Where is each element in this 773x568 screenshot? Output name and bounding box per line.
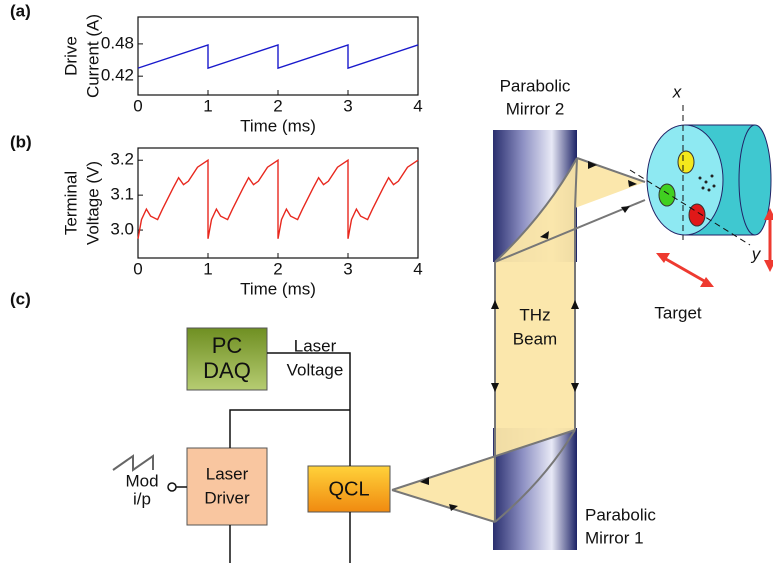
x-tick-label: 1 xyxy=(203,96,212,115)
mirror-label: Mirror 1 xyxy=(585,528,644,547)
axis-label: y xyxy=(751,244,762,263)
mirror-label: Mirror 2 xyxy=(506,99,565,118)
y-tick-label: 3.2 xyxy=(110,150,134,169)
mirror-label: Parabolic xyxy=(500,76,571,95)
data-line xyxy=(138,45,418,68)
x-tick-label: 1 xyxy=(203,259,212,278)
target-label: Target xyxy=(654,303,702,322)
mirror-label: Parabolic xyxy=(585,505,656,524)
y-tick-label: 3.0 xyxy=(110,220,134,239)
target-cylinder xyxy=(630,105,771,245)
x-tick-label: 0 xyxy=(133,259,142,278)
x-tick-label: 2 xyxy=(273,96,282,115)
mod-input xyxy=(168,483,176,491)
mod-label: Mod xyxy=(125,471,158,490)
panel-label: (a) xyxy=(10,1,31,20)
x-tick-label: 0 xyxy=(133,96,142,115)
x-tick-label: 3 xyxy=(343,259,352,278)
data-line xyxy=(138,160,418,239)
box-label: QCL xyxy=(328,478,369,500)
x-tick-label: 3 xyxy=(343,96,352,115)
laser-driver-box xyxy=(187,448,267,525)
y-tick-label: 0.42 xyxy=(101,66,134,85)
wire-label: Laser xyxy=(294,336,337,355)
wire-label: Voltage xyxy=(287,360,344,379)
y-axis-label: Current (A) xyxy=(83,14,102,98)
beam-label: THz xyxy=(519,305,550,324)
y-axis-label: Terminal xyxy=(61,171,80,235)
panel-label: (b) xyxy=(10,132,32,151)
box-label: DAQ xyxy=(203,358,251,383)
figure: (a) 0 1 2 3 4 0.42 0.48 Time (ms) DriveCurrent (A… xyxy=(0,0,773,563)
mod-label: i/p xyxy=(133,489,151,508)
beam-label: Beam xyxy=(513,329,557,348)
y-axis-label: Voltage (V) xyxy=(83,161,102,245)
x-axis-label: Time (ms) xyxy=(240,116,316,135)
panel-label: (c) xyxy=(10,289,31,308)
y-tick-label: 3.1 xyxy=(110,185,134,204)
y-tick-label: 0.48 xyxy=(101,33,134,52)
x-axis-label: Time (ms) xyxy=(240,279,316,298)
box-label: Driver xyxy=(204,488,250,507)
x-tick-label: 4 xyxy=(413,259,422,278)
box-label: PC xyxy=(212,333,243,358)
box-label: Laser xyxy=(206,464,249,483)
axis-label: x xyxy=(672,82,682,101)
x-tick-label: 2 xyxy=(273,259,282,278)
y-axis-label: Drive xyxy=(61,36,80,76)
x-tick-label: 4 xyxy=(413,96,422,115)
sawtooth-icon xyxy=(113,456,153,470)
